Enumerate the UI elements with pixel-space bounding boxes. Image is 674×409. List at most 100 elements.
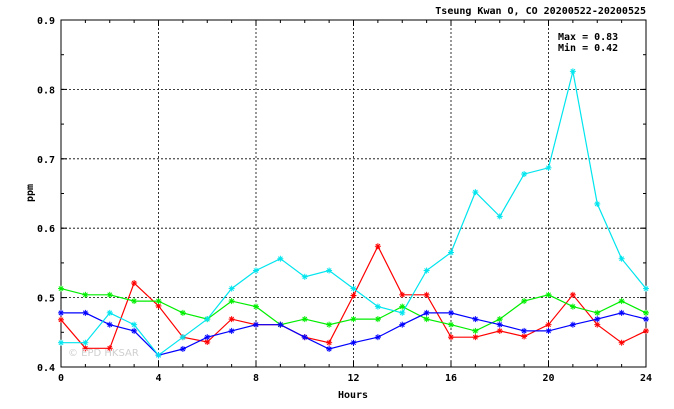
x-tick-label: 16 bbox=[445, 373, 457, 384]
x-tick-label: 4 bbox=[155, 373, 161, 384]
data-point-marker bbox=[228, 285, 235, 292]
x-tick-label: 0 bbox=[58, 373, 64, 384]
data-point-marker bbox=[643, 327, 649, 334]
data-point-marker bbox=[643, 316, 649, 323]
data-point-marker bbox=[106, 309, 113, 316]
data-point-marker bbox=[448, 249, 454, 256]
data-point-marker bbox=[374, 243, 381, 250]
data-point-marker bbox=[643, 285, 649, 292]
data-point-marker bbox=[521, 171, 528, 178]
x-axis-label: Hours bbox=[338, 390, 368, 401]
data-point-marker bbox=[204, 334, 211, 341]
data-point-marker bbox=[301, 273, 308, 280]
data-point-marker bbox=[253, 321, 259, 328]
y-tick-label: 0.9 bbox=[37, 16, 55, 27]
series-3 bbox=[58, 309, 649, 359]
x-tick-label: 24 bbox=[640, 373, 652, 384]
data-point-marker bbox=[496, 321, 503, 328]
series-layer bbox=[58, 68, 649, 359]
data-point-marker bbox=[594, 316, 601, 323]
data-point-marker bbox=[131, 280, 138, 287]
data-point-marker bbox=[399, 291, 406, 298]
data-point-marker bbox=[545, 321, 552, 328]
data-point-marker bbox=[472, 334, 479, 341]
data-point-marker bbox=[350, 316, 357, 323]
data-point-marker bbox=[423, 316, 430, 323]
data-point-marker bbox=[179, 309, 186, 316]
min-annotation: Min = 0.42 bbox=[558, 42, 618, 54]
data-point-marker bbox=[228, 316, 235, 323]
data-point-marker bbox=[399, 321, 406, 328]
data-point-marker bbox=[82, 339, 89, 346]
data-point-marker bbox=[106, 321, 113, 328]
data-point-marker bbox=[58, 285, 64, 292]
data-point-marker bbox=[399, 303, 406, 310]
data-point-marker bbox=[643, 309, 649, 316]
data-point-marker bbox=[594, 200, 601, 207]
data-point-marker bbox=[521, 298, 528, 305]
y-axis-label: ppm bbox=[25, 184, 36, 202]
data-point-marker bbox=[374, 334, 381, 341]
data-point-marker bbox=[326, 339, 333, 346]
data-point-marker bbox=[374, 316, 381, 323]
data-point-marker bbox=[472, 189, 479, 196]
data-point-marker bbox=[448, 321, 454, 328]
data-point-marker bbox=[423, 291, 430, 298]
data-point-marker bbox=[594, 309, 601, 316]
y-tick-label: 0.7 bbox=[37, 155, 55, 166]
data-point-marker bbox=[496, 213, 503, 220]
data-point-marker bbox=[374, 303, 381, 310]
data-point-marker bbox=[155, 298, 162, 305]
data-point-marker bbox=[569, 291, 576, 298]
data-point-marker bbox=[618, 255, 625, 262]
data-point-marker bbox=[228, 298, 235, 305]
data-point-marker bbox=[326, 345, 333, 352]
data-point-marker bbox=[326, 321, 333, 328]
data-point-marker bbox=[277, 255, 284, 262]
data-point-marker bbox=[399, 309, 406, 316]
data-point-marker bbox=[253, 303, 259, 310]
max-annotation: Max = 0.83 bbox=[558, 32, 618, 43]
data-point-marker bbox=[228, 327, 235, 334]
data-point-marker bbox=[204, 316, 211, 323]
data-point-marker bbox=[350, 292, 357, 299]
y-tick-label: 0.8 bbox=[37, 85, 55, 96]
data-point-marker bbox=[58, 316, 64, 323]
data-point-marker bbox=[618, 339, 625, 346]
data-point-marker bbox=[301, 334, 308, 341]
data-point-marker bbox=[350, 285, 357, 292]
data-point-marker bbox=[179, 345, 186, 352]
data-point-marker bbox=[423, 309, 430, 316]
series-4 bbox=[58, 68, 649, 359]
data-point-marker bbox=[545, 291, 552, 298]
ticks-layer: 0 4 8 12 16 20 24 0.4 0.5 0.6 0.7 0.8 0.9 bbox=[37, 16, 652, 384]
data-point-marker bbox=[618, 298, 625, 305]
data-point-marker bbox=[131, 298, 138, 305]
data-point-marker bbox=[58, 309, 64, 316]
y-tick-label: 0.6 bbox=[37, 224, 55, 235]
data-point-marker bbox=[448, 309, 454, 316]
watermark: © EPD HKSAR bbox=[68, 348, 139, 359]
data-point-marker bbox=[82, 291, 89, 298]
data-point-marker bbox=[277, 321, 284, 328]
data-point-marker bbox=[545, 327, 552, 334]
data-point-marker bbox=[106, 345, 113, 352]
data-point-marker bbox=[155, 352, 162, 359]
data-point-marker bbox=[131, 321, 138, 328]
data-point-marker bbox=[82, 345, 89, 352]
chart-title: Tseung Kwan O, CO 20200522-20200525 bbox=[435, 6, 646, 17]
data-point-marker bbox=[82, 309, 89, 316]
data-point-marker bbox=[521, 327, 528, 334]
data-point-marker bbox=[496, 327, 503, 334]
data-point-marker bbox=[253, 267, 259, 274]
data-point-marker bbox=[521, 333, 528, 340]
y-tick-label: 0.5 bbox=[37, 294, 55, 305]
y-tick-label: 0.4 bbox=[37, 363, 55, 374]
data-point-marker bbox=[448, 334, 454, 341]
data-point-marker bbox=[106, 291, 113, 298]
data-point-marker bbox=[131, 327, 138, 334]
data-point-marker bbox=[155, 302, 162, 309]
grid-layer bbox=[61, 20, 646, 367]
data-point-marker bbox=[496, 316, 503, 323]
